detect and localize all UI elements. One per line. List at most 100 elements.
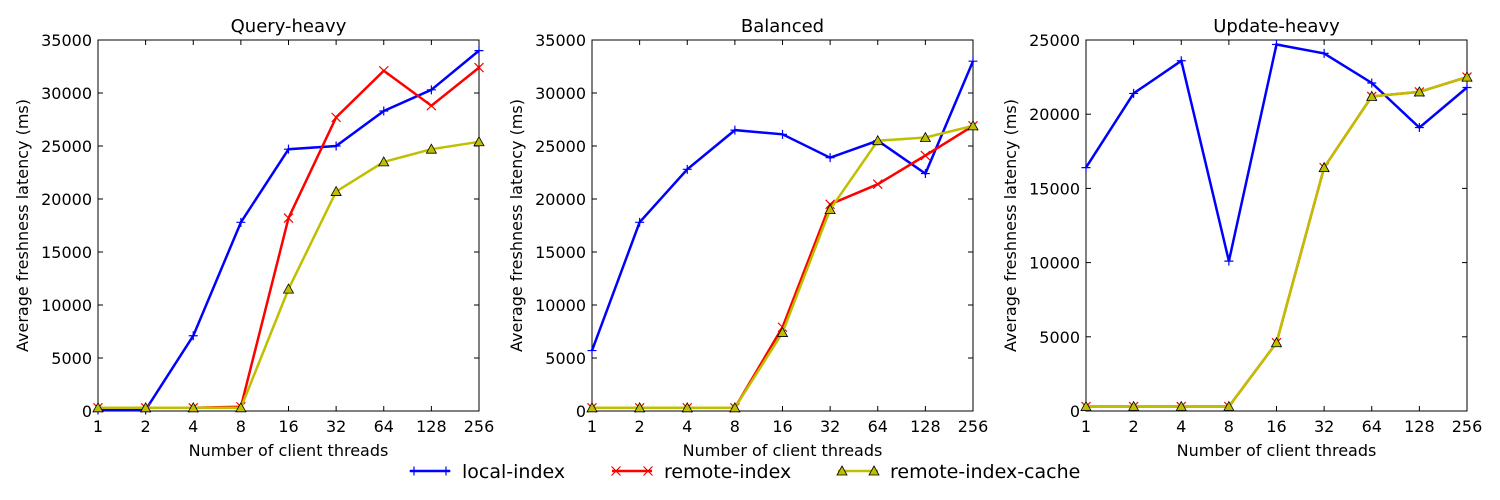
data-point-remote-index-cache [1318,161,1330,173]
y-tick-label: 10000 [41,296,92,315]
data-point-local-index [968,56,978,66]
data-point-remote-index-cache [1366,90,1378,101]
data-point-local-index [1367,78,1377,88]
x-tick-label: 8 [236,417,246,436]
x-axis-label: Number of client threads [683,441,883,460]
legend-marker [441,466,451,476]
y-tick-label: 10000 [1029,254,1080,273]
plot-frame [97,39,480,412]
x-tick-label: 256 [958,417,989,436]
data-point-local-index [825,153,835,163]
legend: local-index remote-index remote-index-cach… [409,461,1080,483]
x-tick-label: 256 [1452,417,1483,436]
legend-marker [836,465,848,476]
y-tick-label: 0 [576,402,586,421]
data-point-remote-index-cache [824,203,836,214]
data-point-local-index [682,164,692,174]
data-point-remote-index-cache [1127,400,1140,411]
data-point-remote-index-cache [633,401,646,413]
data-point-remote-index-cache [729,401,741,413]
y-tick-label: 15000 [1029,179,1080,198]
data-point-local-index [188,331,198,341]
data-point-remote-index-cache [92,401,104,413]
x-tick-label: 1 [93,417,103,436]
x-axis-label: Number of client threads [189,441,389,460]
y-tick-label: 15000 [535,243,586,262]
data-point-remote-index-cache [139,401,152,413]
x-axis-label: Number of client threads [1177,441,1377,460]
data-point-remote-index-cache [1270,336,1283,348]
data-point-local-index [474,46,484,56]
data-point-remote-index-cache [872,134,884,146]
y-axis-label: Average freshness latency (ms) [1001,99,1020,352]
y-tick-label: 30000 [535,84,586,103]
y-tick-label: 5000 [545,349,586,368]
data-point-remote-index-cache [1223,400,1235,411]
x-tick-label: 8 [1224,417,1234,436]
panel-1: Query-heavy 1 2 4 8 16 32 64 128 256 0 5000 10000 150… [13,16,494,460]
data-point-remote-index [331,112,342,123]
data-point-remote-index-cache [282,283,295,294]
x-tick-label: 128 [1404,417,1435,436]
y-tick-label: 0 [82,402,92,421]
x-tick-label: 1 [587,417,597,436]
y-tick-label: 25000 [41,137,92,156]
chart-title: Query-heavy [231,16,347,37]
legend-item-local-index: local-index [409,461,565,483]
data-point-local-index [1224,256,1234,266]
x-tick-label: 32 [326,417,346,436]
x-tick-label: 64 [868,417,888,436]
data-point-local-index [778,129,787,139]
chart-title: Update-heavy [1213,16,1340,37]
x-tick-label: 64 [1362,417,1382,436]
y-axis-label: Average freshness latency (ms) [507,99,526,352]
x-tick-label: 2 [1129,417,1139,436]
legend-marker [409,466,419,476]
x-tick-label: 256 [464,417,495,436]
x-tick-label: 2 [635,417,645,436]
y-tick-label: 5000 [1039,328,1080,347]
legend-item-remote-index: remote-index [611,461,791,483]
data-point-remote-index-cache [1413,86,1426,97]
y-axis-label: Average freshness latency (ms) [13,99,32,352]
y-tick-label: 20000 [41,190,92,209]
y-tick-label: 0 [1070,402,1080,421]
x-tick-label: 16 [772,417,792,436]
data-point-remote-index-cache [776,326,789,337]
data-point-local-index [284,144,293,154]
x-tick-label: 64 [374,417,394,436]
data-point-local-index [331,141,341,151]
data-point-local-index [587,346,597,356]
legend-label: local-index [462,461,565,483]
data-point-remote-index-cache [967,120,979,131]
data-point-remote-index-cache [1175,400,1187,411]
data-point-local-index [1176,56,1186,66]
data-point-remote-index-cache [378,156,390,167]
data-point-remote-index [283,213,294,224]
x-tick-label: 128 [416,417,447,436]
data-point-local-index [635,217,645,227]
y-tick-label: 30000 [41,84,92,103]
legend-marker [643,466,653,476]
x-tick-label: 2 [141,417,151,436]
legend-marker [611,466,621,476]
data-point-local-index [426,85,436,95]
x-tick-label: 4 [1176,417,1186,436]
y-tick-label: 5000 [51,349,92,368]
data-point-remote-index-cache [681,401,693,413]
x-tick-label: 16 [278,417,298,436]
y-tick-label: 25000 [1029,31,1080,50]
data-point-remote-index [920,150,931,161]
data-point-remote-index-cache [919,131,932,142]
data-point-local-index [730,125,740,135]
x-tick-label: 4 [188,417,198,436]
y-tick-label: 35000 [41,31,92,50]
panel-2: Balanced 1 2 4 8 16 32 64 128 256 0 5000 10000 15000 2… [507,16,988,460]
y-tick-label: 20000 [1029,105,1080,124]
data-point-local-index [920,169,930,179]
chart-title: Balanced [741,16,824,37]
legend-item-remote-index-cache: remote-index-cache [836,461,1080,483]
data-point-remote-index-cache [1080,400,1092,411]
x-tick-label: 4 [682,417,692,436]
